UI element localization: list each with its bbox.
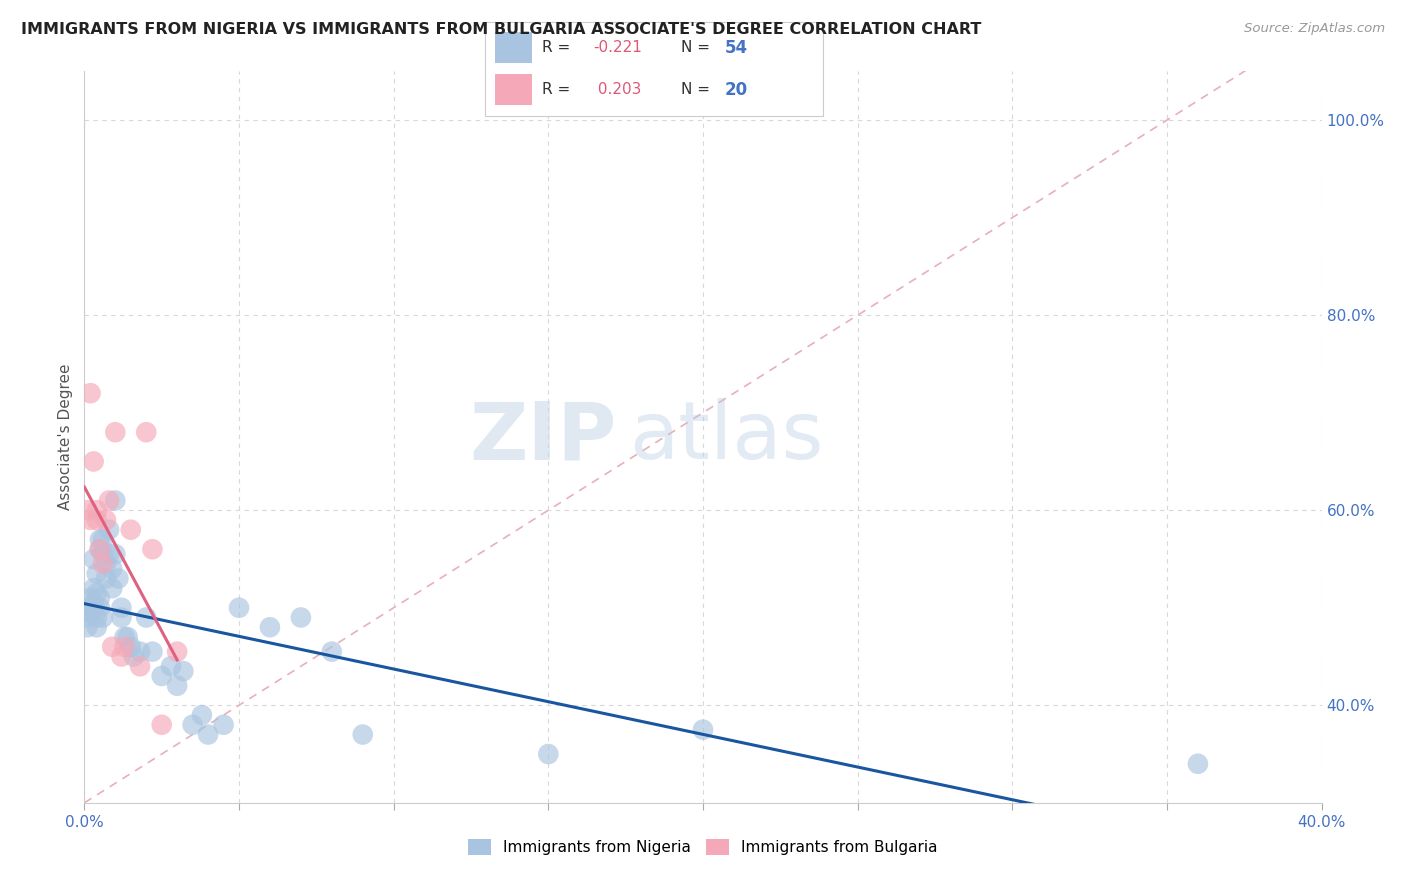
Point [181,718,204,732]
Text: 0.203: 0.203 [593,82,641,97]
Point [135,610,157,624]
Point [290,610,312,624]
Point [150,718,173,732]
Point [86,566,108,581]
Point [120,640,142,654]
Text: R =: R = [543,82,575,97]
Point [228,600,250,615]
Bar [495,32,533,62]
Text: atlas: atlas [628,398,823,476]
Text: N =: N = [681,82,714,97]
Point [79,386,101,401]
Point [91,533,114,547]
Point [114,640,136,654]
Point [110,610,132,624]
Point [129,659,152,673]
Point [89,542,111,557]
Point [166,679,188,693]
Point [98,547,121,561]
Point [98,523,121,537]
Point [166,645,188,659]
Point [120,523,142,537]
Point [91,557,114,571]
Point [110,649,132,664]
Point [129,645,152,659]
Point [135,425,157,440]
Point [117,630,139,644]
Legend: Immigrants from Nigeria, Immigrants from Bulgaria: Immigrants from Nigeria, Immigrants from… [463,833,943,861]
Point [79,513,101,527]
Point [79,591,101,605]
Point [83,454,105,468]
Point [94,513,117,527]
Point [259,620,281,634]
Point [89,533,111,547]
Point [122,649,145,664]
Point [537,747,560,761]
Point [83,552,105,566]
Point [141,645,163,659]
Point [79,600,101,615]
Point [83,581,105,595]
Bar [495,74,533,104]
Point [91,547,114,561]
Text: ZIP: ZIP [470,398,616,476]
Point [191,708,214,723]
Point [86,503,108,517]
Point [86,610,108,624]
Y-axis label: Associate's Degree: Associate's Degree [58,364,73,510]
Point [89,542,111,557]
Point [101,581,124,595]
Text: IMMIGRANTS FROM NIGERIA VS IMMIGRANTS FROM BULGARIA ASSOCIATE'S DEGREE CORRELATI: IMMIGRANTS FROM NIGERIA VS IMMIGRANTS FR… [21,22,981,37]
Point [160,659,183,673]
Point [212,718,235,732]
Point [692,723,714,737]
Point [89,591,111,605]
Point [197,727,219,741]
Point [141,542,163,557]
Text: 54: 54 [724,38,748,56]
Point [86,586,108,600]
Point [1187,756,1209,771]
Point [94,557,117,571]
Point [114,630,136,644]
Point [321,645,343,659]
Point [83,596,105,610]
Text: Source: ZipAtlas.com: Source: ZipAtlas.com [1244,22,1385,36]
Point [150,669,173,683]
Point [352,727,374,741]
Point [79,606,101,620]
Point [76,503,98,517]
Text: -0.221: -0.221 [593,40,643,55]
Text: 20: 20 [724,81,748,99]
Point [76,620,98,634]
Point [104,493,127,508]
Point [172,664,194,678]
Point [98,493,121,508]
Point [101,640,124,654]
Point [101,562,124,576]
Point [89,600,111,615]
Point [86,620,108,634]
Point [83,600,105,615]
Point [107,572,129,586]
Point [91,610,114,624]
Point [94,572,117,586]
Point [104,425,127,440]
Point [76,610,98,624]
Point [110,600,132,615]
Point [86,513,108,527]
Text: R =: R = [543,40,575,55]
Text: N =: N = [681,40,714,55]
Point [104,547,127,561]
